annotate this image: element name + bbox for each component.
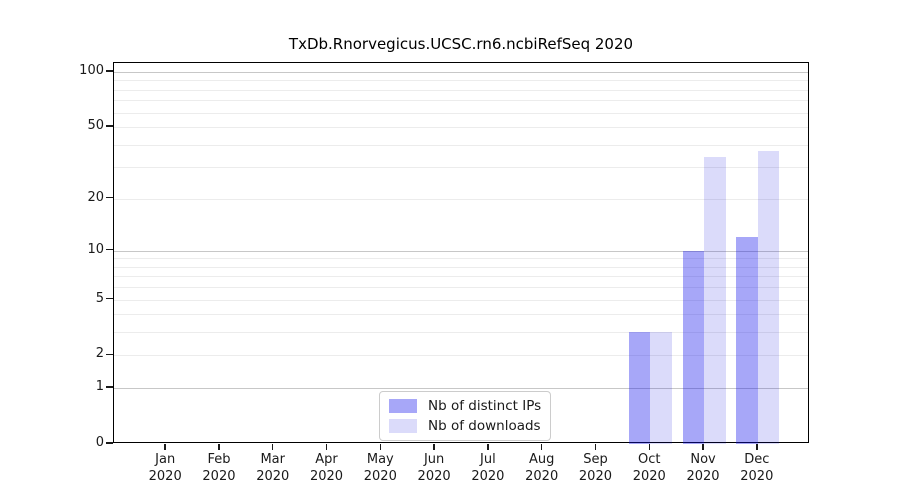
y-tick-mark bbox=[106, 442, 113, 444]
y-tick-label: 5 bbox=[95, 290, 104, 306]
y-tick-mark bbox=[106, 125, 113, 127]
x-tick-label: Jul 2020 bbox=[471, 452, 505, 484]
x-tick-mark bbox=[648, 444, 650, 450]
gridline-minor bbox=[114, 287, 808, 289]
y-tick-mark bbox=[106, 386, 113, 388]
x-tick-mark bbox=[487, 444, 489, 450]
y-tick-label: 2 bbox=[95, 346, 104, 362]
y-tick-mark bbox=[106, 196, 113, 199]
x-tick-mark bbox=[540, 444, 543, 450]
gridline-minor bbox=[114, 299, 808, 301]
gridline-minor bbox=[114, 127, 808, 129]
x-tick-mark bbox=[756, 444, 758, 450]
gridline-minor bbox=[114, 89, 808, 91]
gridline-minor bbox=[114, 112, 808, 114]
bar-downloads bbox=[757, 150, 780, 444]
y-tick-label: 100 bbox=[79, 63, 104, 79]
legend: Nb of distinct IPs Nb of downloads bbox=[379, 391, 552, 441]
gridline-minor bbox=[114, 332, 808, 334]
x-tick-mark bbox=[702, 444, 704, 450]
y-tick-mark bbox=[106, 353, 113, 356]
y-tick-label: 0 bbox=[95, 435, 104, 450]
gridline-major bbox=[114, 250, 808, 252]
gridline-minor bbox=[114, 167, 808, 169]
legend-swatch-distinct-ips bbox=[389, 399, 417, 413]
y-tick-label: 10 bbox=[87, 241, 104, 257]
gridline-major bbox=[114, 388, 808, 390]
gridline-major bbox=[114, 72, 808, 74]
gridline-minor bbox=[114, 100, 808, 102]
legend-label-distinct-ips: Nb of distinct IPs bbox=[428, 398, 542, 414]
y-tick-mark bbox=[106, 297, 113, 300]
gridline-minor bbox=[114, 276, 808, 278]
y-tick-label: 50 bbox=[87, 118, 104, 134]
x-tick-label: Feb 2020 bbox=[202, 452, 236, 484]
x-tick-label: May 2020 bbox=[363, 452, 397, 484]
x-tick-mark bbox=[164, 444, 166, 450]
legend-item-distinct-ips: Nb of distinct IPs bbox=[389, 398, 541, 414]
x-tick-label: Dec 2020 bbox=[740, 452, 774, 484]
gridline-minor bbox=[114, 80, 808, 82]
x-tick-label: Nov 2020 bbox=[686, 452, 720, 484]
y-tick-label: 1 bbox=[95, 379, 104, 395]
bar-downloads bbox=[704, 157, 726, 444]
y-tick-mark bbox=[106, 70, 113, 72]
x-tick-label: Oct 2020 bbox=[632, 452, 666, 484]
gridline-minor bbox=[114, 314, 808, 316]
gridline-minor bbox=[114, 355, 808, 357]
x-tick-mark bbox=[433, 444, 435, 450]
gridline-minor bbox=[114, 258, 808, 260]
x-tick-label: Sep 2020 bbox=[578, 452, 612, 484]
x-tick-mark bbox=[271, 444, 274, 450]
gridline-minor bbox=[114, 198, 808, 200]
chart-title: TxDb.Rnorvegicus.UCSC.rn6.ncbiRefSeq 202… bbox=[288, 35, 634, 53]
x-tick-label: Mar 2020 bbox=[256, 452, 290, 484]
bar-distinct-ips bbox=[682, 250, 705, 444]
bar-downloads bbox=[650, 332, 672, 444]
x-tick-mark bbox=[218, 444, 220, 450]
gridline-minor bbox=[114, 144, 808, 146]
y-tick-label: 20 bbox=[87, 189, 104, 205]
x-tick-label: Apr 2020 bbox=[309, 452, 344, 484]
x-tick-label: Jun 2020 bbox=[417, 452, 451, 484]
y-tick-mark bbox=[106, 248, 113, 251]
bar-distinct-ips bbox=[628, 332, 651, 444]
gridline-minor bbox=[114, 266, 808, 268]
x-tick-mark bbox=[379, 444, 382, 450]
legend-item-downloads: Nb of downloads bbox=[389, 418, 541, 434]
x-tick-label: Jan 2020 bbox=[148, 452, 182, 484]
x-tick-mark bbox=[325, 444, 328, 450]
x-tick-mark bbox=[594, 444, 597, 450]
plot-area bbox=[113, 62, 809, 444]
bar-distinct-ips bbox=[736, 237, 758, 444]
x-tick-label: Aug 2020 bbox=[525, 452, 559, 484]
legend-label-downloads: Nb of downloads bbox=[428, 418, 541, 434]
legend-swatch-downloads bbox=[389, 419, 417, 433]
